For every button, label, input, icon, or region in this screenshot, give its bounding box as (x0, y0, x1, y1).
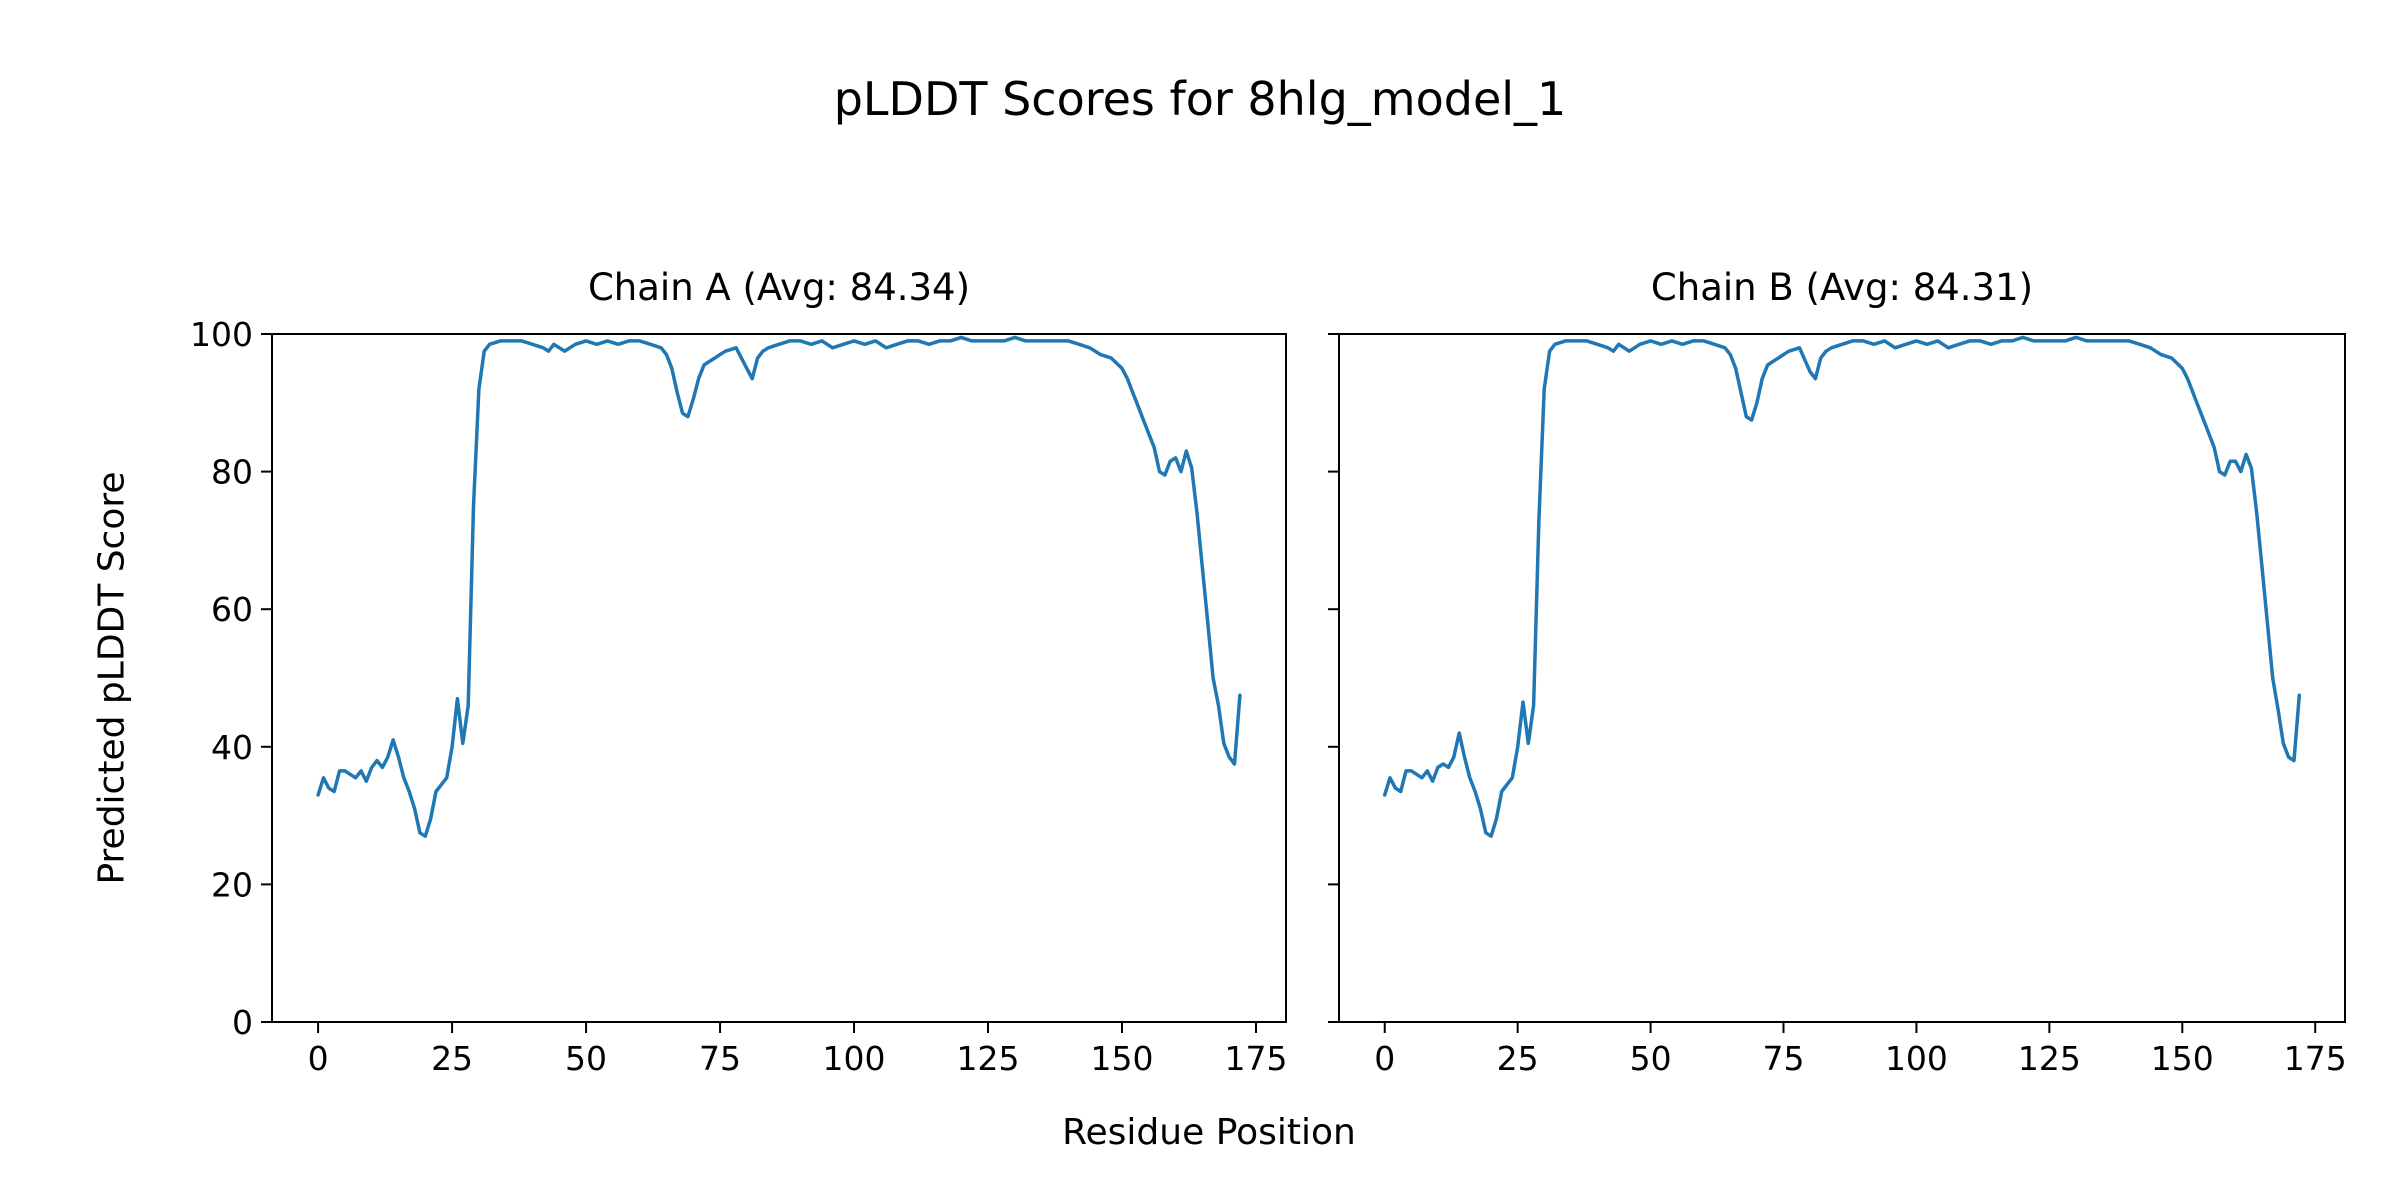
svg-text:75: 75 (699, 1039, 741, 1078)
svg-text:175: 175 (1224, 1039, 1287, 1078)
svg-text:0: 0 (232, 1003, 253, 1042)
subplot-title-chain-a: Chain A (Avg: 84.34) (587, 266, 971, 309)
svg-text:0: 0 (308, 1039, 329, 1078)
figure-title: pLDDT Scores for 8hlg_model_1 (833, 72, 1567, 126)
svg-text:150: 150 (1091, 1039, 1154, 1078)
chain-b-line-plot: 0 25 50 75 100 125 150 175 (1328, 333, 2347, 1078)
svg-text:60: 60 (211, 590, 253, 629)
svg-text:40: 40 (211, 728, 253, 767)
x-axis-label: Residue Position (1062, 1112, 1356, 1153)
svg-text:150: 150 (2151, 1039, 2214, 1078)
svg-text:100: 100 (190, 315, 253, 354)
svg-text:125: 125 (957, 1039, 1020, 1078)
svg-text:25: 25 (1497, 1039, 1539, 1078)
svg-text:50: 50 (1630, 1039, 1672, 1078)
svg-text:75: 75 (1763, 1039, 1805, 1078)
chain-a-line-plot: 0 25 50 75 100 125 150 175 0 20 40 60 80 100 (190, 315, 1287, 1078)
svg-text:100: 100 (823, 1039, 886, 1078)
subplot-title-chain-b: Chain B (Avg: 84.31) (1650, 266, 2034, 309)
svg-text:0: 0 (1374, 1039, 1395, 1078)
svg-text:50: 50 (565, 1039, 607, 1078)
svg-text:175: 175 (2284, 1039, 2347, 1078)
y-axis-label: Predicted pLDDT Score (91, 471, 133, 885)
svg-text:25: 25 (431, 1039, 473, 1078)
svg-text:20: 20 (211, 865, 253, 904)
svg-text:80: 80 (211, 453, 253, 492)
svg-text:100: 100 (1885, 1039, 1948, 1078)
svg-text:125: 125 (2018, 1039, 2081, 1078)
